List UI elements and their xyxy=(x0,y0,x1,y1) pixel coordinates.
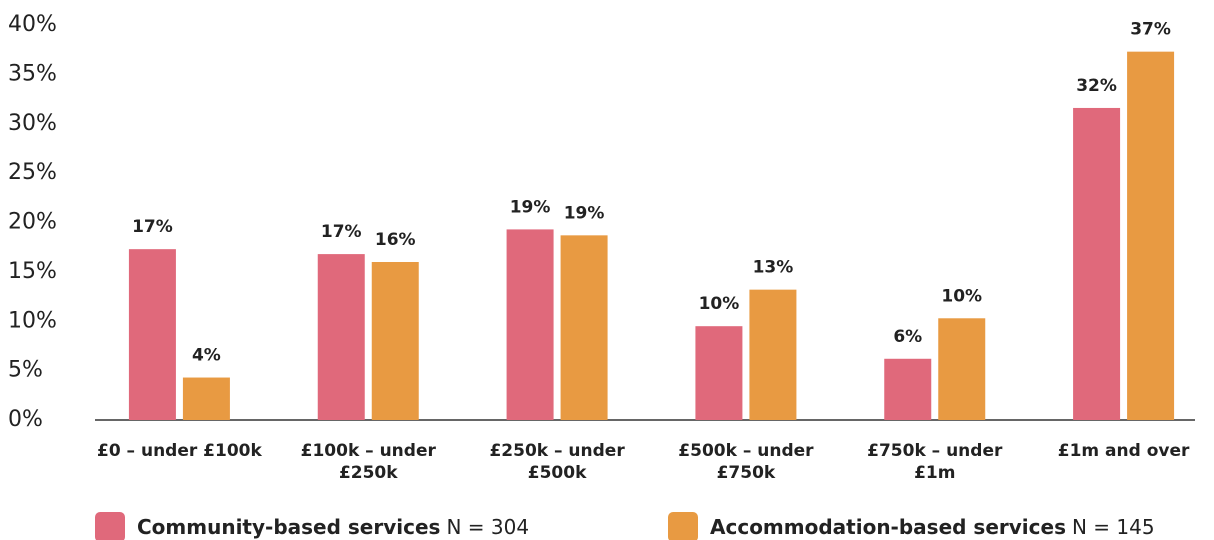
legend-label: Community-based services xyxy=(137,515,441,539)
legend-swatch xyxy=(668,512,698,540)
value-label: 10% xyxy=(699,294,740,314)
value-label: 13% xyxy=(753,258,794,278)
bar xyxy=(317,254,365,420)
bar xyxy=(1073,107,1121,420)
bar xyxy=(128,249,176,420)
value-label: 16% xyxy=(375,230,416,250)
x-tick-label: £1m and over xyxy=(1057,441,1190,461)
y-tick-label: 5% xyxy=(8,358,43,383)
bar xyxy=(884,358,932,420)
x-tick-label: £500k – under £750k xyxy=(678,441,814,483)
legend-swatch xyxy=(95,512,125,540)
value-label: 32% xyxy=(1076,76,1117,96)
bar xyxy=(938,318,986,420)
bar xyxy=(371,262,419,420)
y-tick-label: 35% xyxy=(8,61,57,86)
x-tick-label: £100k – under £250k xyxy=(300,441,436,483)
value-label: 4% xyxy=(192,346,221,366)
value-label: 19% xyxy=(564,203,605,223)
bar xyxy=(182,377,230,420)
y-tick-label: 40% xyxy=(8,12,57,37)
x-tick-label: £750k – under £1m xyxy=(867,441,1003,483)
bar xyxy=(506,229,554,420)
y-tick-label: 20% xyxy=(8,210,57,235)
bar xyxy=(695,326,743,420)
value-label: 37% xyxy=(1130,20,1171,40)
legend-label: Accommodation-based services xyxy=(710,515,1066,539)
legend-note: N = 304 xyxy=(446,515,530,539)
value-label: 17% xyxy=(321,222,362,242)
legend-item: Accommodation-based services N = 145 xyxy=(668,512,1155,540)
legend-item: Community-based services N = 304 xyxy=(95,512,529,540)
y-tick-label: 15% xyxy=(8,259,57,284)
y-tick-label: 30% xyxy=(8,111,57,136)
y-tick-label: 25% xyxy=(8,160,57,185)
bar xyxy=(560,235,608,420)
x-tick-label: £0 – under £100k xyxy=(96,441,262,461)
value-label: 6% xyxy=(893,327,922,347)
y-tick-label: 10% xyxy=(8,308,57,333)
value-label: 17% xyxy=(132,217,173,237)
legend-note: N = 145 xyxy=(1071,515,1155,539)
value-label: 10% xyxy=(941,286,982,306)
bar xyxy=(1127,51,1175,420)
y-tick-label: 0% xyxy=(8,407,43,432)
x-tick-label: £250k – under £500k xyxy=(489,441,625,483)
bar xyxy=(749,289,797,420)
value-label: 19% xyxy=(510,197,551,217)
